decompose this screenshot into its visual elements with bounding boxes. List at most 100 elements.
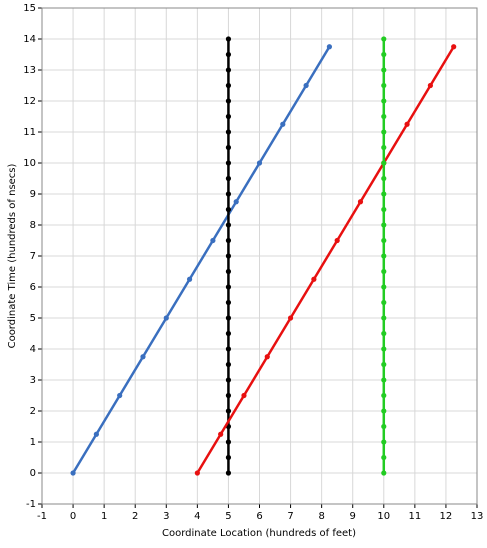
marker [225,454,232,461]
plot-frame [41,7,478,505]
x-tick-label: 2 [132,511,138,522]
marker [381,160,387,166]
marker [163,315,169,321]
marker [70,470,76,476]
marker [225,439,232,445]
y-tick-label: 1 [30,437,36,448]
marker [381,315,387,321]
x-tick-label: 1 [101,511,107,522]
marker [225,470,232,476]
marker [225,268,232,275]
marker [381,144,387,151]
marker [381,392,387,399]
marker [381,284,387,290]
x-tick-label: 10 [377,511,390,522]
marker [117,392,123,399]
y-tick-label: 5 [30,313,36,324]
x-tick-label: 9 [350,511,356,522]
y-tick-label: -1 [26,499,36,510]
marker [381,175,387,182]
marker [256,160,263,166]
marker [381,51,387,58]
marker [225,67,232,73]
x-tick-label: 0 [70,511,76,522]
marker [218,431,224,437]
marker [225,392,232,399]
marker [225,284,232,290]
marker [225,144,232,151]
marker [225,206,232,213]
marker [225,51,232,58]
marker [225,237,232,244]
marker [225,299,232,306]
marker [311,276,317,282]
x-tick-label: 4 [194,511,200,522]
marker [404,121,410,127]
y-tick-label: 4 [30,344,36,355]
marker [93,431,99,437]
marker [225,253,232,259]
y-tick-label: 2 [30,406,36,417]
marker [225,82,232,89]
marker [225,98,232,104]
marker [381,454,387,461]
marker [381,423,387,430]
y-tick-label: 13 [23,65,36,76]
marker [225,408,232,414]
marker [427,82,433,89]
marker [381,408,387,414]
x-tick-label: 12 [440,511,453,522]
y-tick-label: 3 [30,375,36,386]
y-tick-label: 0 [30,468,36,479]
x-tick-label: 8 [318,511,324,522]
marker [381,129,387,135]
marker [241,392,247,399]
marker [381,361,387,368]
marker [225,175,232,182]
marker [186,276,193,282]
marker [225,191,232,197]
marker [381,206,387,213]
marker [334,237,340,244]
marker [381,439,387,445]
marker [381,222,387,228]
y-tick-label: 8 [30,220,36,231]
y-tick-label: 9 [30,189,36,200]
marker [357,199,364,205]
y-axis-label: Coordinate Time (hundreds of nsecs) [7,163,18,348]
marker [381,113,387,120]
marker [225,160,232,166]
marker [381,346,387,352]
marker [381,98,387,104]
x-axis-label: Coordinate Location (hundreds of feet) [162,528,356,539]
marker [264,354,270,360]
marker [225,361,232,368]
marker [225,346,232,352]
marker [210,237,216,244]
marker [381,191,387,197]
marker [194,470,200,476]
marker [225,315,232,321]
series-line [196,46,455,474]
y-tick-label: 7 [30,251,36,262]
marker [326,44,333,50]
marker [381,82,387,89]
marker [140,354,146,360]
marker [225,377,232,383]
x-tick-label: 5 [225,511,231,522]
marker [381,330,387,337]
y-tick-label: 14 [23,34,36,45]
x-tick-label: 11 [408,511,421,522]
y-tick-label: 11 [23,127,36,138]
marker [280,121,286,127]
marker [225,113,232,120]
marker [381,377,387,383]
marker [225,330,232,337]
marker [381,299,387,306]
marker [225,129,232,135]
marker [225,36,232,42]
x-tick-label: -1 [37,511,47,522]
y-tick-label: 12 [23,96,36,107]
